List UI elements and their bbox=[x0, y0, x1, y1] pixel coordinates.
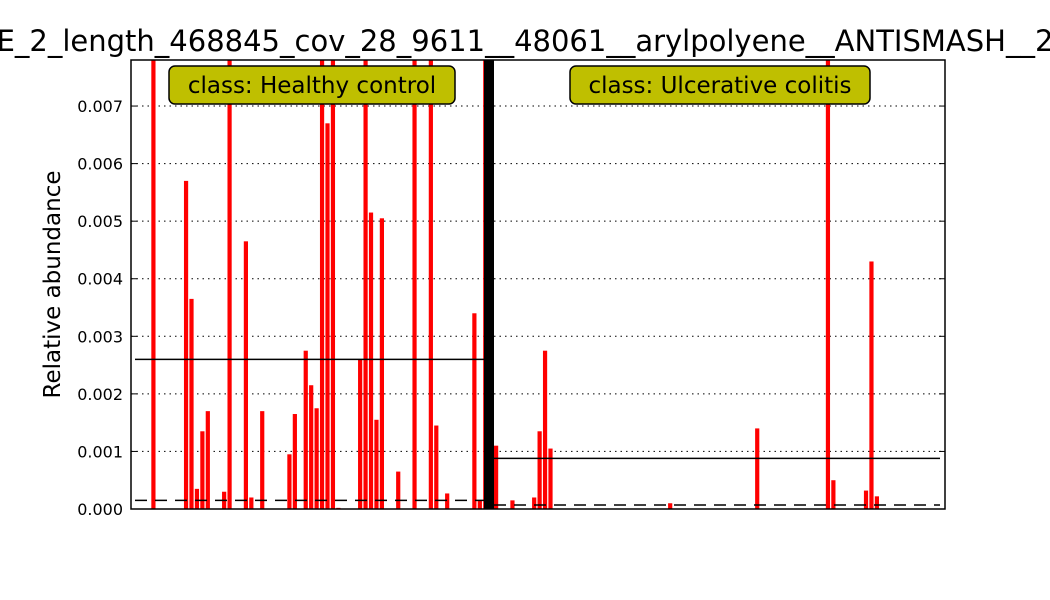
y-tick-label: 0.005 bbox=[77, 212, 123, 231]
class-label-box bbox=[168, 65, 456, 105]
bar bbox=[831, 480, 836, 509]
bar bbox=[325, 123, 330, 510]
bar bbox=[494, 445, 499, 509]
class-labels: class: Healthy control class: Ulcerative … bbox=[168, 65, 871, 105]
bar bbox=[477, 500, 482, 509]
bar bbox=[434, 425, 439, 509]
bar bbox=[542, 350, 548, 509]
bar bbox=[825, 60, 831, 509]
bar bbox=[363, 60, 368, 509]
bar bbox=[532, 497, 537, 509]
summary-lines bbox=[135, 60, 940, 509]
chart-title: E_2_length_468845_cov_28_9611__48061__ar… bbox=[0, 24, 1050, 58]
bar bbox=[668, 503, 673, 509]
bar bbox=[396, 471, 401, 509]
y-axis-label: Relative abundance bbox=[40, 171, 66, 399]
bar bbox=[537, 431, 542, 509]
bar bbox=[194, 488, 200, 509]
grid-lines bbox=[131, 105, 945, 452]
bar bbox=[319, 60, 325, 509]
bar bbox=[151, 60, 156, 509]
bar bbox=[445, 493, 450, 509]
bar bbox=[412, 60, 417, 509]
y-tick-label: 0.001 bbox=[77, 442, 123, 461]
bar bbox=[358, 359, 363, 509]
bar bbox=[379, 218, 384, 510]
bar bbox=[249, 497, 254, 509]
class-label: class: Ulcerative colitis bbox=[588, 73, 851, 99]
class-label: class: Healthy control bbox=[188, 73, 436, 99]
bar bbox=[243, 241, 248, 510]
bar bbox=[205, 411, 210, 509]
y-tick-label: 0.004 bbox=[77, 270, 123, 289]
bar bbox=[548, 448, 553, 509]
group-divider bbox=[484, 60, 494, 509]
y-tick-label: 0.002 bbox=[77, 385, 123, 404]
bar bbox=[472, 313, 477, 509]
bar bbox=[200, 431, 205, 509]
bar bbox=[428, 60, 433, 509]
bar bbox=[374, 419, 379, 509]
bar bbox=[227, 60, 232, 509]
bar bbox=[260, 411, 265, 509]
bar bbox=[287, 454, 292, 509]
bar bbox=[183, 180, 189, 509]
bar bbox=[368, 212, 374, 510]
y-tick-label: 0.007 bbox=[77, 97, 123, 116]
bar bbox=[755, 428, 760, 509]
class-label-box bbox=[569, 65, 871, 105]
bar bbox=[863, 490, 869, 509]
y-tick-label: 0.006 bbox=[77, 155, 123, 174]
bar bbox=[314, 408, 319, 509]
bar bbox=[874, 496, 879, 509]
bars bbox=[151, 60, 879, 510]
y-axis-ticks: 0.000 0.001 0.002 0.003 0.004 0.005 0.006 0.007 bbox=[77, 97, 945, 519]
bar bbox=[189, 298, 194, 509]
y-tick-label: 0.003 bbox=[77, 327, 123, 346]
bar bbox=[309, 385, 314, 509]
bar bbox=[510, 500, 515, 509]
bar bbox=[330, 60, 336, 509]
y-tick-label: 0.000 bbox=[77, 500, 123, 519]
bar bbox=[303, 350, 308, 509]
bar bbox=[292, 414, 297, 509]
plot-frame bbox=[130, 59, 946, 510]
bar bbox=[869, 261, 874, 509]
